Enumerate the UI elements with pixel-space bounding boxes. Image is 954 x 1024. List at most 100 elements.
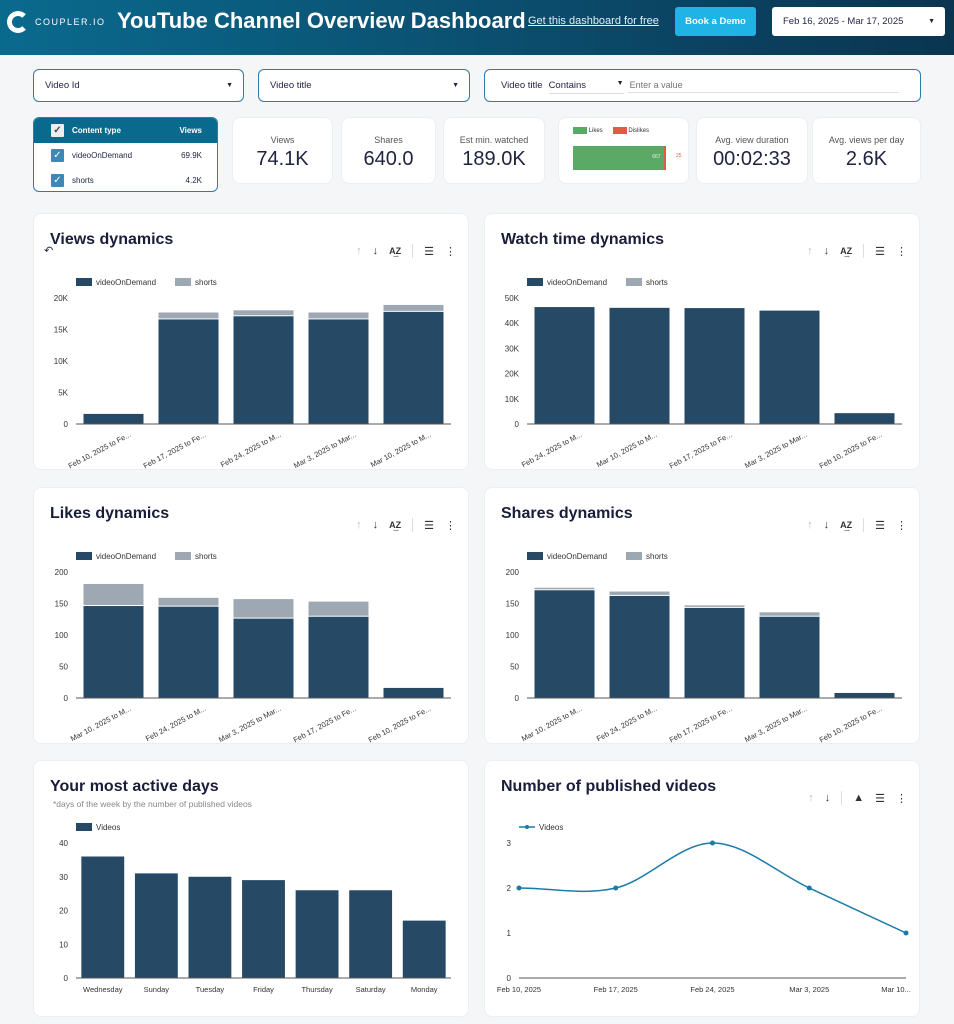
y-tick-label: 15K [54, 326, 69, 335]
filter-icon[interactable]: ☰ [424, 245, 434, 258]
bar-shorts[interactable] [308, 312, 369, 319]
warning-icon[interactable]: ▲ [853, 792, 865, 804]
bar-shorts[interactable] [609, 591, 670, 595]
bar-shorts[interactable] [684, 605, 745, 607]
kpi-avg-views-per-day: Avg. views per day 2.6K [812, 117, 921, 184]
data-point[interactable] [903, 930, 909, 936]
bar-videoOnDemand[interactable] [759, 616, 820, 698]
bar-Videos[interactable] [81, 856, 125, 979]
date-range-value: Feb 16, 2025 - Mar 17, 2025 [783, 16, 904, 27]
bar-shorts[interactable] [233, 310, 294, 316]
bar-Videos[interactable] [402, 920, 446, 978]
filter-icon[interactable]: ☰ [875, 792, 885, 805]
legend-label: shorts [195, 552, 217, 561]
bar-videoOnDemand[interactable] [534, 307, 595, 424]
kpi-label: Shares [374, 135, 403, 145]
operator-select[interactable]: Contains ▼ [548, 78, 624, 94]
bar-videoOnDemand[interactable] [834, 413, 895, 424]
data-point[interactable] [710, 840, 715, 846]
book-demo-button[interactable]: Book a Demo [675, 7, 756, 36]
checkbox[interactable]: ✓ [51, 174, 64, 187]
bar-videoOnDemand[interactable] [684, 308, 745, 424]
y-tick-label: 0 [64, 974, 69, 983]
bar-shorts[interactable] [158, 312, 219, 319]
bar-shorts[interactable] [308, 601, 369, 616]
undo-icon[interactable]: ↶ [44, 245, 54, 257]
bar-videoOnDemand[interactable] [534, 590, 595, 698]
chart-card-4: Your most active days *days of the week b… [33, 760, 469, 1017]
video-title-filter[interactable]: Video title ▼ [258, 69, 470, 102]
bar-Videos[interactable] [188, 876, 232, 978]
filter-icon[interactable]: ☰ [875, 519, 885, 532]
bar-Videos[interactable] [134, 873, 178, 978]
sort-descending-icon[interactable]: ↓ [824, 792, 831, 804]
data-point[interactable] [613, 885, 619, 891]
bar-videoOnDemand[interactable] [684, 607, 745, 698]
row-views: 4.2K [185, 176, 202, 185]
bar-videoOnDemand[interactable] [759, 310, 820, 424]
legend-label: videoOnDemand [547, 552, 607, 561]
sort-az-icon[interactable]: A͢Z [840, 246, 853, 256]
toolbar-divider [412, 244, 414, 258]
bar-videoOnDemand[interactable] [83, 606, 144, 698]
more-options-icon[interactable]: ⋮ [445, 519, 456, 532]
sort-ascending-icon[interactable]: ↑ [807, 245, 813, 257]
chevron-down-icon: ▼ [928, 18, 935, 25]
get-dashboard-link[interactable]: Get this dashboard for free [528, 15, 659, 27]
bar-shorts[interactable] [759, 612, 820, 616]
sort-descending-icon[interactable]: ↓ [823, 245, 830, 257]
legend-swatch [175, 278, 191, 286]
logo-text: COUPLER.IO [35, 17, 106, 27]
bar-videoOnDemand[interactable] [609, 595, 670, 698]
bar-videoOnDemand[interactable] [383, 311, 444, 424]
coupler-logo[interactable]: COUPLER.IO [7, 11, 106, 33]
sort-descending-icon[interactable]: ↓ [372, 519, 379, 531]
bar-videoOnDemand[interactable] [308, 616, 369, 698]
more-options-icon[interactable]: ⋮ [896, 245, 907, 258]
more-options-icon[interactable]: ⋮ [445, 245, 456, 258]
sort-ascending-icon[interactable]: ↑ [356, 245, 362, 257]
bar-videoOnDemand[interactable] [158, 606, 219, 698]
sort-az-icon[interactable]: A͢Z [389, 520, 402, 530]
sort-ascending-icon[interactable]: ↑ [356, 519, 362, 531]
filter-icon[interactable]: ☰ [875, 245, 885, 258]
checkbox[interactable]: ✓ [51, 149, 64, 162]
legend-dislikes: Dislikes [612, 127, 649, 134]
video-title-search: Video title Contains ▼ [484, 69, 921, 102]
select-all-checkbox[interactable]: ✓ [51, 124, 64, 137]
bar-videoOnDemand[interactable] [383, 687, 444, 698]
data-point[interactable] [806, 885, 812, 891]
bar-Videos[interactable] [242, 880, 285, 978]
bar-shorts[interactable] [158, 597, 219, 606]
bar-shorts[interactable] [383, 304, 444, 311]
more-options-icon[interactable]: ⋮ [896, 792, 907, 805]
bar-shorts[interactable] [83, 583, 144, 606]
sort-descending-icon[interactable]: ↓ [372, 245, 379, 257]
bar-Videos[interactable] [349, 890, 393, 978]
search-input[interactable] [627, 78, 899, 93]
sort-ascending-icon[interactable]: ↑ [807, 519, 813, 531]
kpi-est-min-watched: Est min. watched 189.0K [443, 117, 545, 184]
bar-shorts[interactable] [534, 587, 595, 590]
bar-videoOnDemand[interactable] [308, 319, 369, 424]
sort-az-icon[interactable]: A͢Z [389, 246, 402, 256]
sort-az-icon[interactable]: A͢Z [840, 520, 853, 530]
video-id-filter[interactable]: Video Id ▼ [33, 69, 244, 102]
bar-videoOnDemand[interactable] [609, 307, 670, 424]
bar-videoOnDemand[interactable] [83, 413, 144, 424]
bar-videoOnDemand[interactable] [233, 316, 294, 424]
bar-videoOnDemand[interactable] [158, 319, 219, 424]
table-row[interactable]: ✓ shorts 4.2K [34, 168, 217, 191]
bar-Videos[interactable] [295, 890, 339, 978]
filter-icon[interactable]: ☰ [424, 519, 434, 532]
data-point[interactable] [516, 885, 522, 891]
more-options-icon[interactable]: ⋮ [896, 519, 907, 532]
bar-videoOnDemand[interactable] [834, 692, 895, 698]
bar-shorts[interactable] [233, 599, 294, 618]
chart-title: Shares dynamics [501, 505, 633, 522]
bar-videoOnDemand[interactable] [233, 618, 294, 698]
sort-descending-icon[interactable]: ↓ [823, 519, 830, 531]
sort-ascending-icon[interactable]: ↑ [808, 792, 814, 804]
table-row[interactable]: ✓ videoOnDemand 69.9K [34, 143, 217, 168]
date-range-picker[interactable]: Feb 16, 2025 - Mar 17, 2025 ▼ [772, 7, 945, 36]
